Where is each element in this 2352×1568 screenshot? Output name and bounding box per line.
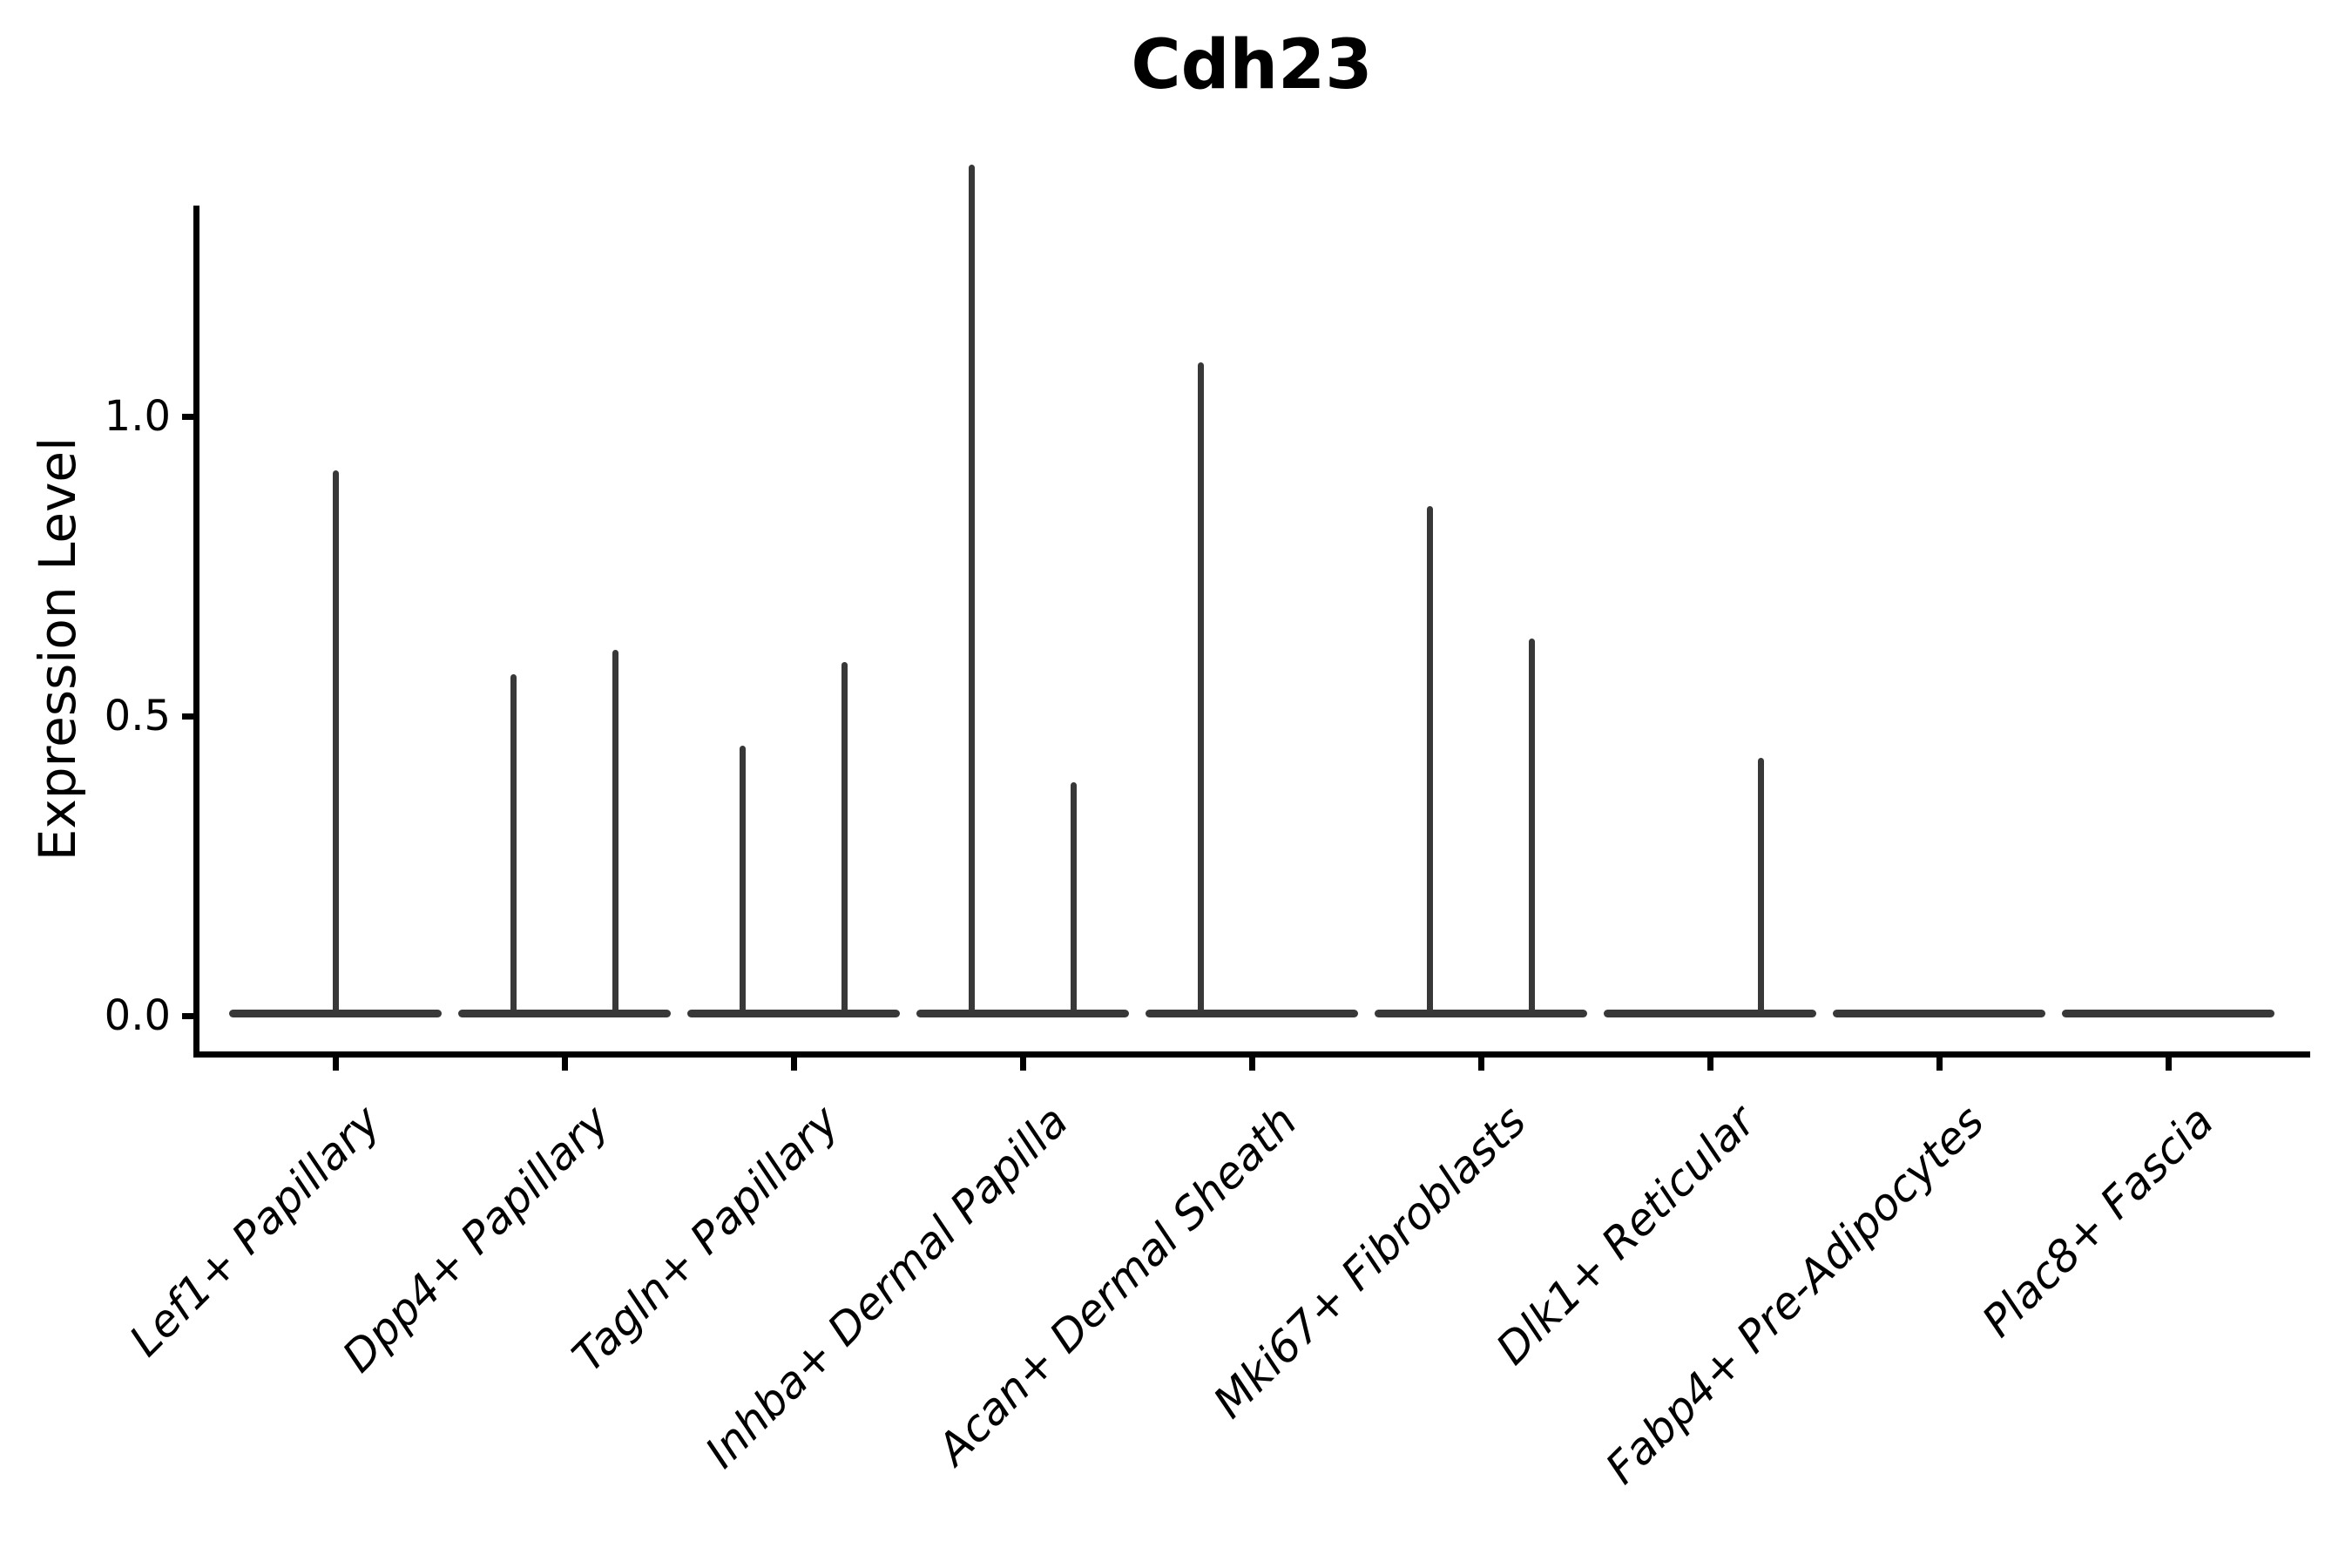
violin-spike [332,470,339,1016]
violin-spike [1426,506,1433,1016]
x-tick-label: Plac8+ Fascia [1972,1096,2224,1347]
x-tick-label: Fabp4+ Pre-Adipocytes [1596,1096,1995,1494]
x-tick [1936,1057,1943,1071]
violin-spike [1758,758,1765,1016]
x-tick [1707,1057,1713,1071]
violin-body [916,1010,1129,1017]
y-tick-label: 1.0 [104,392,171,441]
y-tick-label: 0.0 [104,991,171,1040]
x-tick [1248,1057,1255,1071]
violin-spike [968,165,975,1016]
violin-spike [1197,362,1204,1016]
violin-spike [739,746,746,1016]
x-tick [561,1057,568,1071]
x-axis-spine [193,1051,2310,1058]
violin-body [687,1010,900,1017]
x-tick [332,1057,339,1071]
x-tick-label: Lef1+ Papillary [119,1096,391,1367]
violin-spike [510,673,517,1016]
x-tick-label: Inhba+ Dermal Papilla [695,1096,1078,1478]
chart-title: Cdh23 [1131,26,1373,105]
x-tick [1477,1057,1484,1071]
violin-spike [1071,781,1078,1016]
y-tick [182,1012,196,1019]
violin-body [1833,1010,2045,1017]
violin-body [458,1010,671,1017]
x-tick [2165,1057,2172,1071]
x-tick [1019,1057,1026,1071]
y-axis-spine [193,206,199,1058]
violin-body [1604,1010,1816,1017]
violin-spike [841,662,848,1016]
violin-body [1375,1010,1587,1017]
violin-spike [612,650,619,1016]
violin-body [1146,1010,1358,1017]
y-tick-label: 0.5 [104,692,171,740]
violin-spike [1529,638,1536,1016]
violin-body [2062,1010,2274,1017]
y-tick [182,713,196,720]
x-tick [790,1057,797,1071]
y-tick [182,413,196,420]
